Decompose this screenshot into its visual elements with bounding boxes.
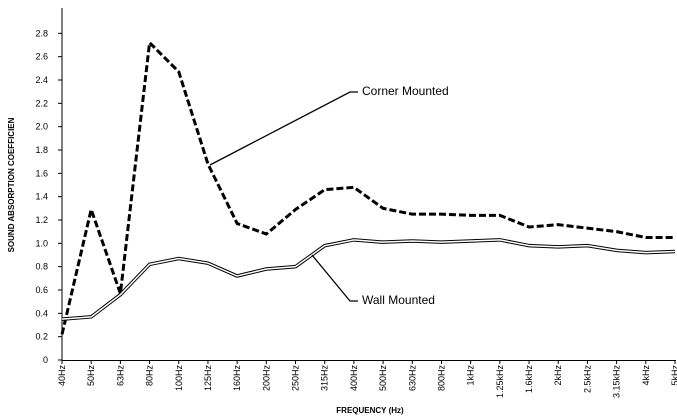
x-tick-label: 500Hz	[378, 365, 388, 392]
x-tick-label: 125Hz	[203, 365, 213, 392]
x-tick-label: 63Hz	[115, 365, 125, 387]
x-tick-label: 50Hz	[86, 365, 96, 387]
y-tick-label: 1.4	[35, 192, 48, 202]
x-tick-label: 1.25kHz	[495, 365, 505, 399]
y-tick-label: 2.8	[35, 28, 48, 38]
y-tick-label: 1.0	[35, 238, 48, 248]
line	[60, 39, 675, 335]
y-tick-label: 1.8	[35, 145, 48, 155]
y-tick-label: 0.2	[35, 332, 48, 342]
x-tick-label: 1.6kHz	[524, 365, 534, 394]
x-tick-label: 400Hz	[349, 365, 359, 392]
x-tick-label: 3.15kHz	[612, 365, 622, 399]
line	[61, 239, 676, 320]
y-tick-label: 0	[43, 355, 48, 365]
leader-line	[311, 254, 358, 302]
x-tick-label: 160Hz	[232, 365, 242, 392]
x-tick-label: 2kHz	[553, 365, 563, 386]
x-tick-label: 1kHz	[466, 365, 476, 386]
x-tick-label: 40Hz	[57, 365, 67, 387]
y-tick-label: 0.8	[35, 262, 48, 272]
x-tick-label: 315Hz	[320, 365, 330, 392]
x-tick-label: 250Hz	[291, 365, 301, 392]
x-tick-label: 100Hz	[174, 365, 184, 392]
y-tick-label: 2.6	[35, 52, 48, 62]
line-outline	[61, 238, 676, 321]
y-tick-label: 2.0	[35, 122, 48, 132]
y-tick-label: 2.2	[35, 98, 48, 108]
y-tick-label: 0.6	[35, 285, 48, 295]
x-tick-label: 200Hz	[261, 365, 271, 392]
x-tick-label: 2.5kHz	[582, 365, 592, 394]
y-tick-label: 0.4	[35, 308, 48, 318]
leader-line	[209, 91, 358, 166]
x-tick-label: 630Hz	[407, 365, 417, 392]
y-tick-label: 1.2	[35, 215, 48, 225]
series-label: Corner Mounted	[362, 84, 449, 98]
y-axis-title: SOUND ABSORPTION COEFFICIEN	[7, 117, 16, 252]
x-tick-label: 80Hz	[145, 365, 155, 387]
x-tick-label: 5kHz	[670, 365, 677, 386]
x-tick-label: 4kHz	[641, 365, 651, 386]
series-label: Wall Mounted	[362, 293, 435, 307]
y-tick-label: 2.4	[35, 75, 48, 85]
x-axis-title: FREQUENCY (Hz)	[336, 406, 404, 415]
y-tick-label: 1.6	[35, 168, 48, 178]
x-tick-label: 800Hz	[436, 365, 446, 392]
